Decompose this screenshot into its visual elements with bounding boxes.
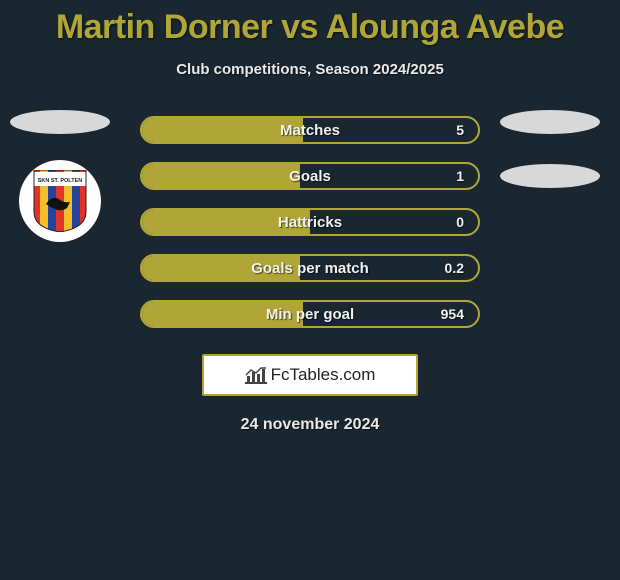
stats-area: SKN ST. POLTEN Matches5 Goals1 Hattricks0 G…: [0, 116, 620, 328]
stat-bar-value: 1: [456, 168, 464, 184]
svg-text:SKN ST. POLTEN: SKN ST. POLTEN: [38, 178, 83, 184]
stat-bar-label: Min per goal: [142, 306, 478, 323]
brand-text: FcTables.com: [271, 365, 376, 385]
player-right-ellipse-2: [500, 164, 600, 188]
stat-bar-label: Goals per match: [142, 260, 478, 277]
left-player-column: SKN ST. POLTEN: [10, 110, 110, 242]
page-title: Martin Dorner vs Alounga Avebe: [0, 8, 620, 47]
stat-bar-value: 5: [456, 122, 464, 138]
stat-bar: Goals per match0.2: [140, 254, 480, 282]
brand-chart-icon: [245, 366, 267, 384]
stat-bar: Matches5: [140, 116, 480, 144]
date-text: 24 november 2024: [0, 416, 620, 434]
player-right-ellipse-1: [500, 110, 600, 134]
stat-bar-label: Goals: [142, 168, 478, 185]
player-left-ellipse: [10, 110, 110, 134]
subtitle: Club competitions, Season 2024/2025: [0, 61, 620, 78]
stat-bar: Hattricks0: [140, 208, 480, 236]
stat-bar: Min per goal954: [140, 300, 480, 328]
stat-bars: Matches5Goals1Hattricks0Goals per match0…: [140, 116, 480, 328]
stat-bar: Goals1: [140, 162, 480, 190]
stat-bar-label: Hattricks: [142, 214, 478, 231]
stat-bar-value: 0.2: [445, 260, 464, 276]
comparison-card: Martin Dorner vs Alounga Avebe Club comp…: [0, 0, 620, 434]
stat-bar-value: 0: [456, 214, 464, 230]
club-shield: SKN ST. POLTEN: [32, 170, 88, 232]
stat-bar-label: Matches: [142, 122, 478, 139]
brand-box[interactable]: FcTables.com: [202, 354, 418, 396]
right-player-column: [500, 110, 600, 188]
stat-bar-value: 954: [441, 306, 464, 322]
club-logo-left: SKN ST. POLTEN: [19, 160, 101, 242]
